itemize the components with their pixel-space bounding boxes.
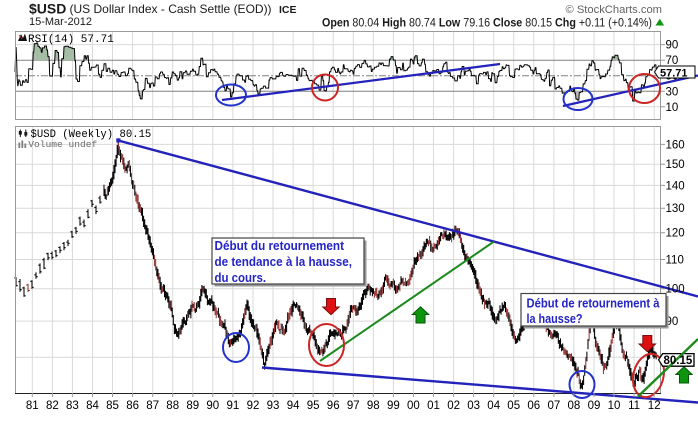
svg-text:ICE: ICE (279, 4, 297, 16)
svg-text:120: 120 (666, 228, 685, 240)
svg-text:95: 95 (307, 400, 320, 412)
svg-text:70: 70 (666, 55, 679, 67)
svg-text:06: 06 (527, 400, 540, 412)
svg-text:03: 03 (467, 400, 480, 412)
svg-text:90: 90 (206, 400, 219, 412)
svg-text:83: 83 (66, 400, 79, 412)
svg-text:97: 97 (347, 400, 360, 412)
svg-text:du cours.: du cours. (215, 270, 267, 285)
svg-text:130: 130 (666, 203, 685, 215)
svg-text:la hausse?: la hausse? (527, 311, 583, 326)
svg-text:00: 00 (407, 400, 420, 412)
svg-text:Open 80.04 High 80.74 Low 79.1: Open 80.04 High 80.74 Low 79.16 Close 80… (322, 18, 652, 30)
svg-text:12: 12 (648, 400, 661, 412)
svg-text:87: 87 (146, 400, 159, 412)
svg-text:10: 10 (666, 102, 679, 114)
svg-text:80.15: 80.15 (664, 355, 693, 367)
svg-text:88: 88 (166, 400, 179, 412)
svg-text:Début de retournement à: Début de retournement à (527, 295, 661, 310)
svg-text:$USD (Weekly) 80.15: $USD (Weekly) 80.15 (31, 129, 152, 141)
svg-text:92: 92 (247, 400, 260, 412)
svg-text:09: 09 (588, 400, 601, 412)
svg-text:(US Dollar Index - Cash Settle: (US Dollar Index - Cash Settle (EOD)) (70, 2, 272, 16)
svg-text:57.71: 57.71 (660, 67, 688, 79)
svg-text:150: 150 (666, 159, 685, 171)
svg-text:94: 94 (287, 400, 300, 412)
svg-text:05: 05 (507, 400, 520, 412)
svg-text:100: 100 (666, 284, 685, 296)
svg-text:93: 93 (267, 400, 280, 412)
svg-text:15-Mar-2012: 15-Mar-2012 (29, 16, 92, 28)
svg-text:Début du retournement: Début du retournement (215, 238, 345, 253)
svg-text:82: 82 (46, 400, 59, 412)
svg-text:86: 86 (126, 400, 139, 412)
svg-text:07: 07 (548, 400, 561, 412)
svg-text:96: 96 (327, 400, 340, 412)
svg-text:08: 08 (568, 400, 581, 412)
svg-text:de tendance à la hausse,: de tendance à la hausse, (215, 254, 353, 269)
svg-text:© StockCharts.com: © StockCharts.com (565, 4, 662, 16)
svg-text:02: 02 (447, 400, 460, 412)
svg-text:91: 91 (227, 400, 240, 412)
svg-text:84: 84 (86, 400, 99, 412)
svg-text:160: 160 (666, 139, 685, 151)
svg-text:90: 90 (666, 40, 679, 52)
svg-text:99: 99 (387, 400, 400, 412)
svg-text:01: 01 (427, 400, 440, 412)
svg-text:85: 85 (106, 400, 119, 412)
svg-text:10: 10 (608, 400, 621, 412)
svg-text:140: 140 (666, 180, 685, 192)
svg-text:04: 04 (487, 400, 500, 412)
svg-text:98: 98 (367, 400, 380, 412)
svg-text:30: 30 (666, 86, 679, 98)
svg-text:90: 90 (666, 316, 679, 328)
svg-text:Volume undef: Volume undef (28, 139, 97, 150)
svg-text:11: 11 (628, 400, 640, 412)
svg-text:RSI(14) 57.71: RSI(14) 57.71 (28, 34, 114, 46)
svg-text:110: 110 (666, 255, 684, 267)
svg-text:89: 89 (186, 400, 199, 412)
svg-text:$USD: $USD (29, 1, 66, 17)
svg-text:81: 81 (26, 400, 39, 412)
